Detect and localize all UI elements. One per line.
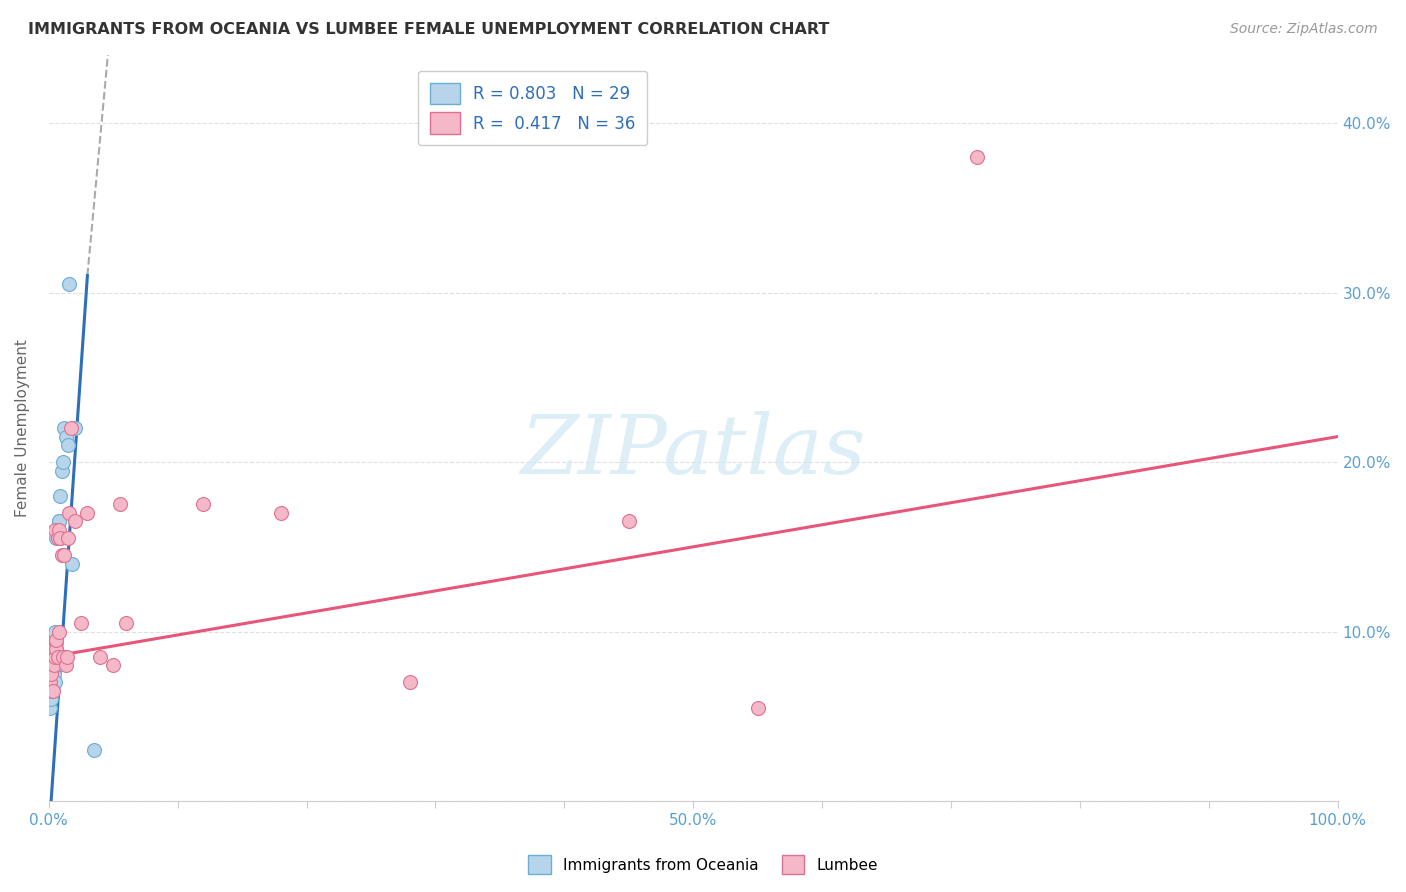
Legend: Immigrants from Oceania, Lumbee: Immigrants from Oceania, Lumbee <box>522 849 884 880</box>
Point <box>51 549 73 563</box>
Point <box>44 523 66 537</box>
Point <box>52 455 75 469</box>
Point <box>70 616 93 631</box>
Point <box>39 675 62 690</box>
Point <box>42 650 65 665</box>
Point <box>51 463 73 477</box>
Point <box>49 532 72 546</box>
Point <box>42 641 65 656</box>
Point <box>108 498 131 512</box>
Point <box>42 658 65 673</box>
Point <box>48 515 70 529</box>
Point <box>48 523 70 537</box>
Point <box>45 633 67 648</box>
Point <box>89 650 111 665</box>
Point <box>58 277 80 291</box>
Point <box>45 641 67 656</box>
Point <box>398 675 420 690</box>
Point <box>59 421 82 435</box>
Point <box>42 667 65 681</box>
Point <box>115 616 138 631</box>
Point <box>966 150 988 164</box>
Point <box>55 429 77 443</box>
Point <box>44 675 66 690</box>
Point <box>48 515 70 529</box>
Point <box>60 557 83 571</box>
Point <box>53 549 76 563</box>
Point <box>49 532 72 546</box>
Text: Source: ZipAtlas.com: Source: ZipAtlas.com <box>1230 22 1378 37</box>
Point <box>41 667 63 681</box>
Point <box>53 421 76 435</box>
Point <box>103 658 125 673</box>
Point <box>46 650 69 665</box>
Point <box>44 633 66 648</box>
Point <box>56 532 79 546</box>
Point <box>63 421 86 435</box>
Point <box>41 675 63 690</box>
Text: IMMIGRANTS FROM OCEANIA VS LUMBEE FEMALE UNEMPLOYMENT CORRELATION CHART: IMMIGRANTS FROM OCEANIA VS LUMBEE FEMALE… <box>28 22 830 37</box>
Point <box>56 650 79 665</box>
Point <box>41 684 63 698</box>
Text: ZIPatlas: ZIPatlas <box>520 410 866 491</box>
Point <box>45 658 67 673</box>
Point <box>747 701 769 715</box>
Point <box>63 515 86 529</box>
Point <box>48 624 70 639</box>
Point <box>270 506 292 520</box>
Point <box>46 532 69 546</box>
Point <box>41 667 63 681</box>
Y-axis label: Female Unemployment: Female Unemployment <box>15 339 30 517</box>
Point <box>44 650 66 665</box>
Point <box>41 684 63 698</box>
Point <box>41 650 63 665</box>
Point <box>76 506 98 520</box>
Point <box>46 650 69 665</box>
Point <box>42 641 65 656</box>
Point <box>56 438 79 452</box>
Point <box>45 532 67 546</box>
Point <box>44 624 66 639</box>
Point <box>83 743 105 757</box>
Point <box>49 489 72 503</box>
Point <box>52 650 75 665</box>
Legend: R = 0.803   N = 29, R =  0.417   N = 36: R = 0.803 N = 29, R = 0.417 N = 36 <box>418 71 647 145</box>
Point <box>41 692 63 706</box>
Point <box>46 523 69 537</box>
Point <box>193 498 215 512</box>
Point <box>41 658 63 673</box>
Point <box>55 658 77 673</box>
Point <box>58 506 80 520</box>
Point <box>617 515 640 529</box>
Point <box>39 701 62 715</box>
